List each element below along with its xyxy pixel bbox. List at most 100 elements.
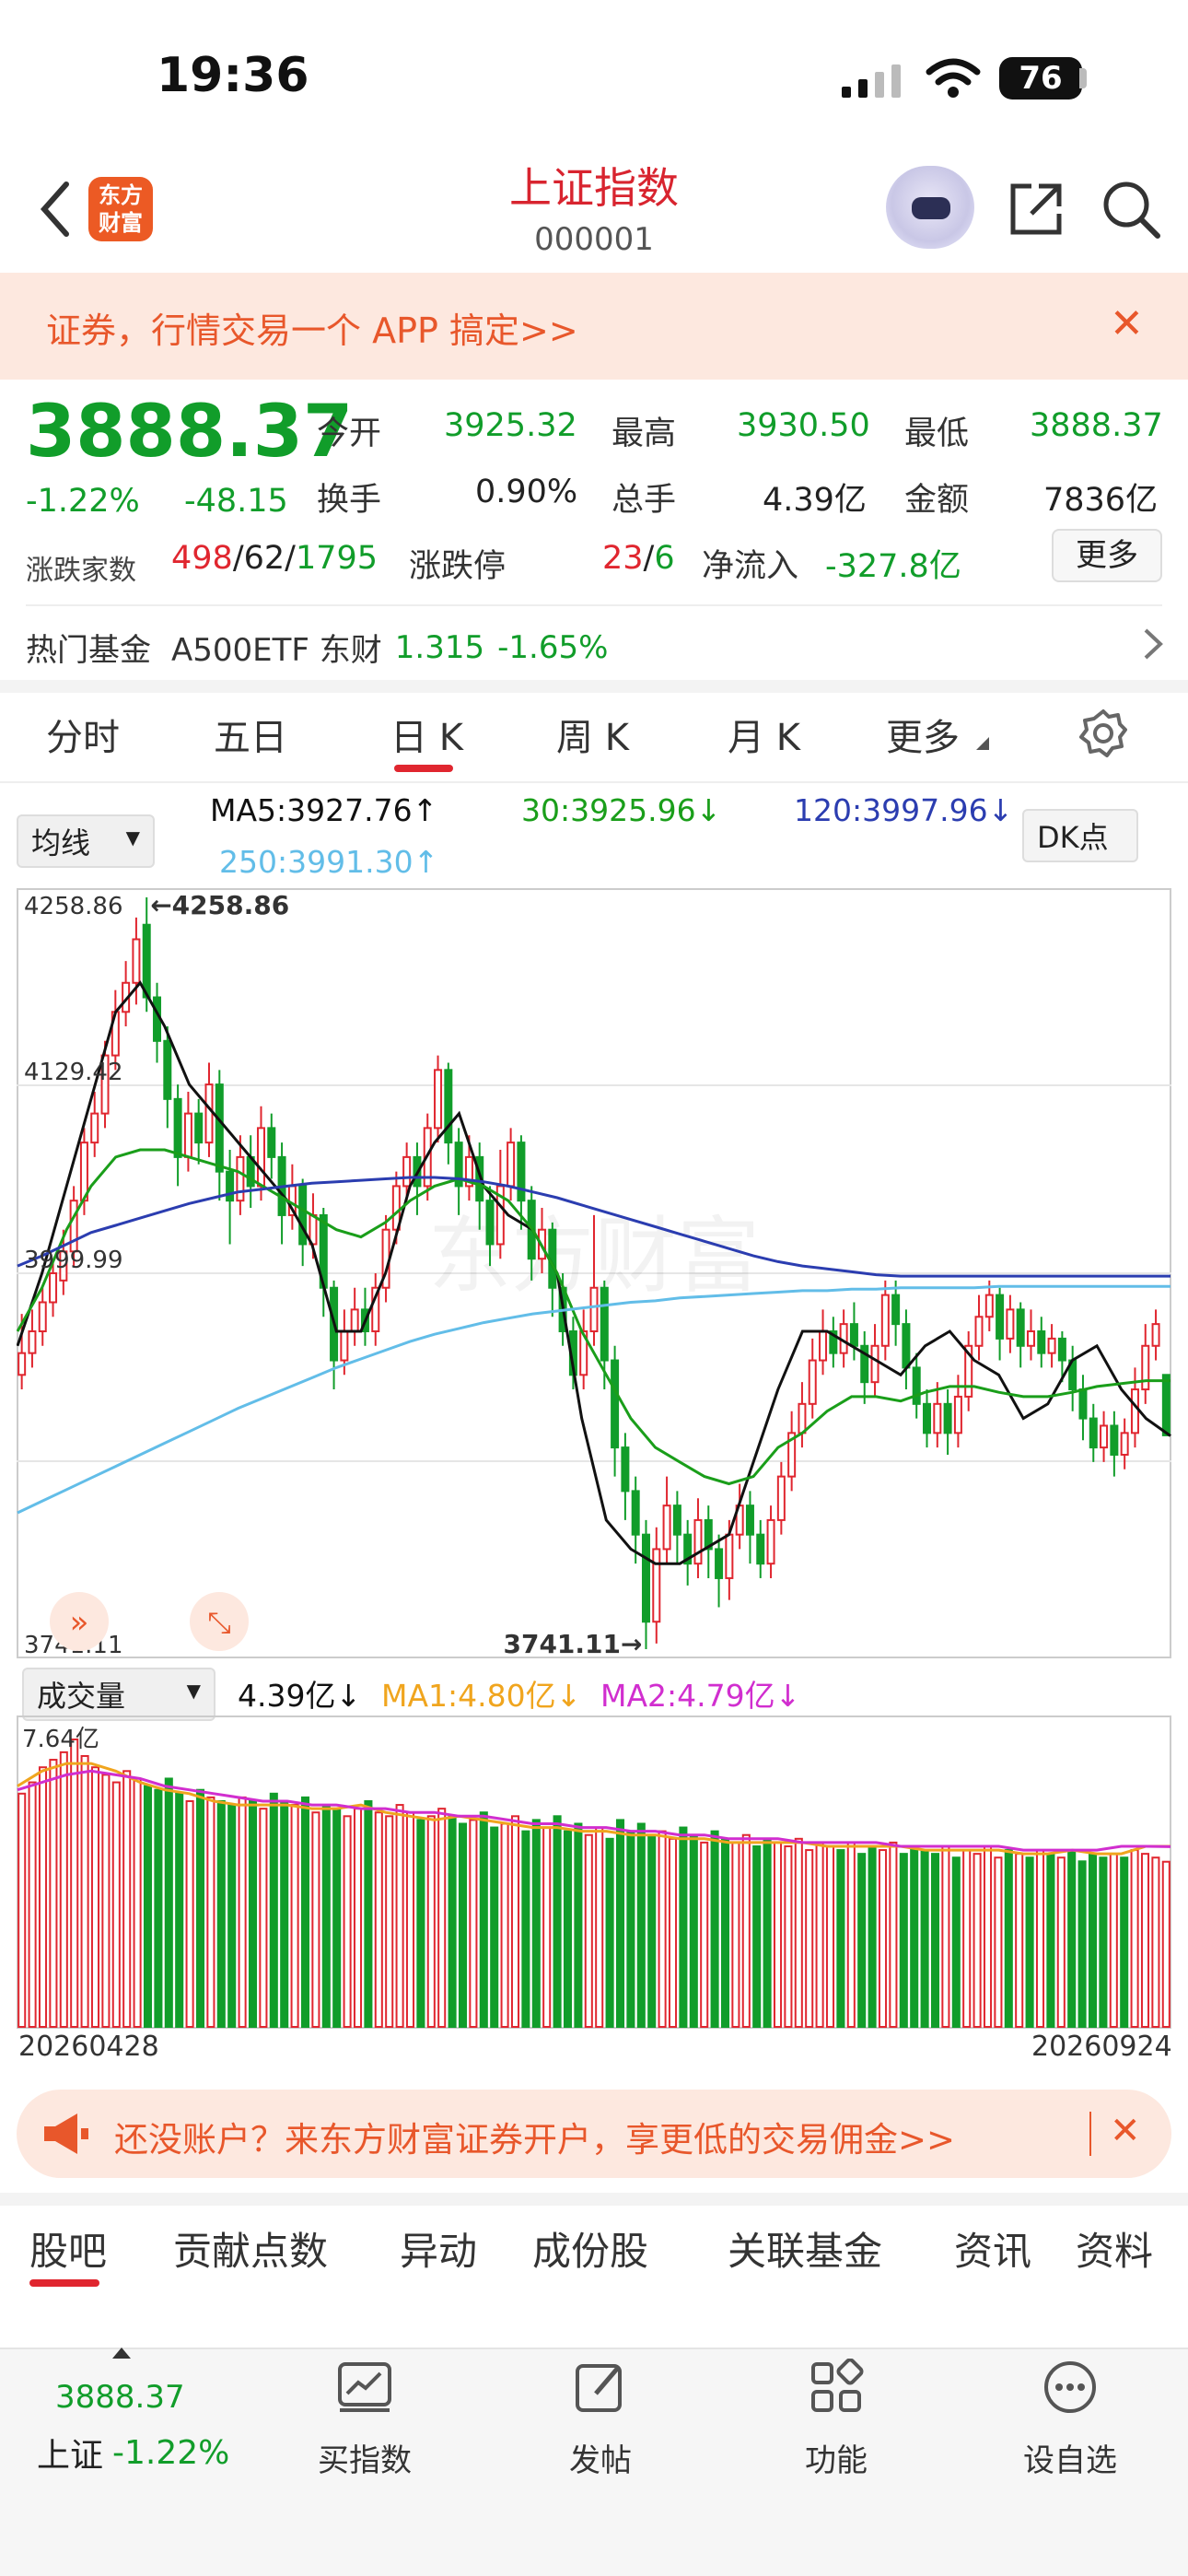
candle-body	[641, 1533, 650, 1623]
volume-bar	[710, 1830, 719, 2028]
volume-bar	[605, 1837, 614, 2028]
candle-body	[943, 1402, 952, 1434]
volume-bar	[741, 1833, 751, 2028]
chevron-right-icon[interactable]	[1140, 626, 1166, 662]
volume-bar	[259, 1808, 268, 2028]
buy-index-button[interactable]: 买指数	[291, 2359, 438, 2480]
chart-trend-icon	[338, 2362, 391, 2412]
volume-chart[interactable]: 7.64亿	[17, 1715, 1171, 2029]
candle-body	[891, 1294, 901, 1326]
tab-daily-k[interactable]: 日 K	[390, 717, 463, 759]
volume-bar	[490, 1826, 499, 2028]
volume-bar	[846, 1841, 856, 2028]
add-watchlist-label: 设自选	[1023, 2442, 1117, 2479]
toolbar-index-change: -1.22%	[112, 2433, 230, 2472]
volume-bar	[80, 1754, 89, 2028]
volume-bar	[300, 1796, 310, 2029]
chevron-down-icon: ▼	[125, 826, 140, 849]
promo-text[interactable]: 证券，行情交易一个 APP 搞定>>	[46, 310, 578, 351]
tab-five-day[interactable]: 五日	[214, 717, 287, 759]
tab-constituents[interactable]: 成份股	[532, 2229, 649, 2274]
candle-body	[880, 1294, 890, 1347]
volume-ma-line-ma1	[17, 1762, 1171, 1856]
kline-chart[interactable]: 东方财富4258.864129.423999.993741.11←4258.86…	[17, 888, 1171, 1658]
candle-body	[829, 1330, 838, 1354]
volume-bar	[1015, 1853, 1024, 2028]
breadth-label: 涨跌家数	[26, 555, 136, 587]
volume-select[interactable]: 成交量 ▼	[22, 1668, 215, 1721]
candle-body	[204, 1083, 214, 1144]
candle-body	[819, 1330, 828, 1362]
candle-body	[756, 1533, 765, 1565]
tab-related-funds[interactable]: 关联基金	[728, 2229, 883, 2274]
turnover-value: 0.90%	[475, 474, 578, 510]
hot-fund-row[interactable]: 热门基金 A500ETF 东财 1.315 -1.65%	[26, 625, 608, 670]
tab-monthly-k[interactable]: 月 K	[728, 717, 800, 759]
toolbar-index-summary[interactable]: 上证 -1.22%	[37, 2429, 229, 2476]
account-promo-close-button[interactable]: ✕	[1110, 2110, 1141, 2152]
candle-body	[808, 1359, 817, 1405]
ma30-label: 30:3925.96↓	[521, 792, 722, 828]
candle-body	[59, 1250, 68, 1282]
tab-more[interactable]: 更多	[886, 717, 960, 759]
hot-fund-label: 热门基金	[26, 632, 151, 669]
fullscreen-button	[190, 1592, 249, 1651]
grid-icon	[811, 2358, 864, 2412]
back-icon[interactable]	[33, 177, 79, 241]
functions-label: 功能	[805, 2442, 868, 2479]
volume-bar	[920, 1849, 929, 2028]
toolbar-index-price[interactable]: 3888.37	[55, 2379, 185, 2416]
ma30-value: 30:3925.96	[521, 792, 696, 828]
volume-bar	[553, 1815, 562, 2028]
limit-up: 23	[602, 540, 644, 577]
candle-body	[725, 1533, 734, 1579]
candle-body	[100, 1054, 110, 1115]
buy-index-label: 买指数	[318, 2442, 412, 2479]
toolbar-index-name: 上证	[37, 2437, 104, 2475]
tab-intraday[interactable]: 分时	[46, 717, 120, 759]
tab-guba[interactable]: 股吧	[29, 2229, 108, 2274]
volume-bar	[458, 1822, 468, 2028]
indicator-select[interactable]: 均线 ▼	[17, 814, 155, 868]
post-button[interactable]: 发帖	[527, 2359, 674, 2480]
account-promo-banner[interactable]	[17, 2090, 1171, 2178]
account-promo-text[interactable]: 还没账户？来东方财富证券开户，享更低的交易佣金>>	[114, 2120, 956, 2160]
volume-current-label: 4.39亿↓	[238, 1678, 362, 1714]
volume-axis-label: 7.64亿	[22, 1726, 99, 1753]
dk-point-label: DK点	[1037, 820, 1109, 855]
more-quote-button[interactable]: 更多	[1052, 529, 1162, 582]
candle-body	[173, 1097, 182, 1158]
change-amount: -48.15	[184, 483, 288, 520]
promo-close-button[interactable]: ✕	[1110, 300, 1144, 347]
tab-news[interactable]: 资讯	[954, 2229, 1032, 2274]
candle-body	[849, 1323, 858, 1347]
volume-bar	[773, 1841, 783, 2028]
tab-movement[interactable]: 异动	[400, 2229, 478, 2274]
volume-bar	[38, 1766, 48, 2028]
tab-contribution[interactable]: 贡献点数	[173, 2229, 329, 2274]
candle-body	[860, 1344, 869, 1384]
tab-weekly-k[interactable]: 周 K	[556, 717, 629, 759]
volume-ma1-label: MA1:4.80亿↓	[381, 1678, 582, 1714]
volume-bar	[689, 1833, 698, 2028]
volume-bar	[752, 1844, 762, 2028]
volume-bar	[815, 1841, 824, 2028]
tab-profile[interactable]: 资料	[1076, 2229, 1154, 2274]
netflow-label: 净流入	[702, 548, 799, 585]
search-icon[interactable]	[1099, 177, 1163, 241]
volume-bar	[364, 1799, 373, 2029]
volume-bar	[59, 1751, 68, 2028]
promo-banner[interactable]	[0, 273, 1188, 380]
dk-point-button[interactable]: DK点	[1022, 809, 1138, 862]
candle-body	[974, 1316, 984, 1347]
share-icon[interactable]	[1004, 177, 1068, 241]
functions-button[interactable]: 功能	[763, 2358, 910, 2480]
volume-bar	[416, 1819, 425, 2028]
edit-icon	[576, 2364, 622, 2412]
volume-bar	[353, 1808, 363, 2028]
volume-bar	[679, 1826, 688, 2028]
volume-bar	[626, 1830, 635, 2028]
robot-icon	[912, 197, 950, 219]
add-watchlist-button[interactable]: 设自选	[996, 2359, 1144, 2480]
settings-gear-icon[interactable]	[1077, 708, 1129, 759]
